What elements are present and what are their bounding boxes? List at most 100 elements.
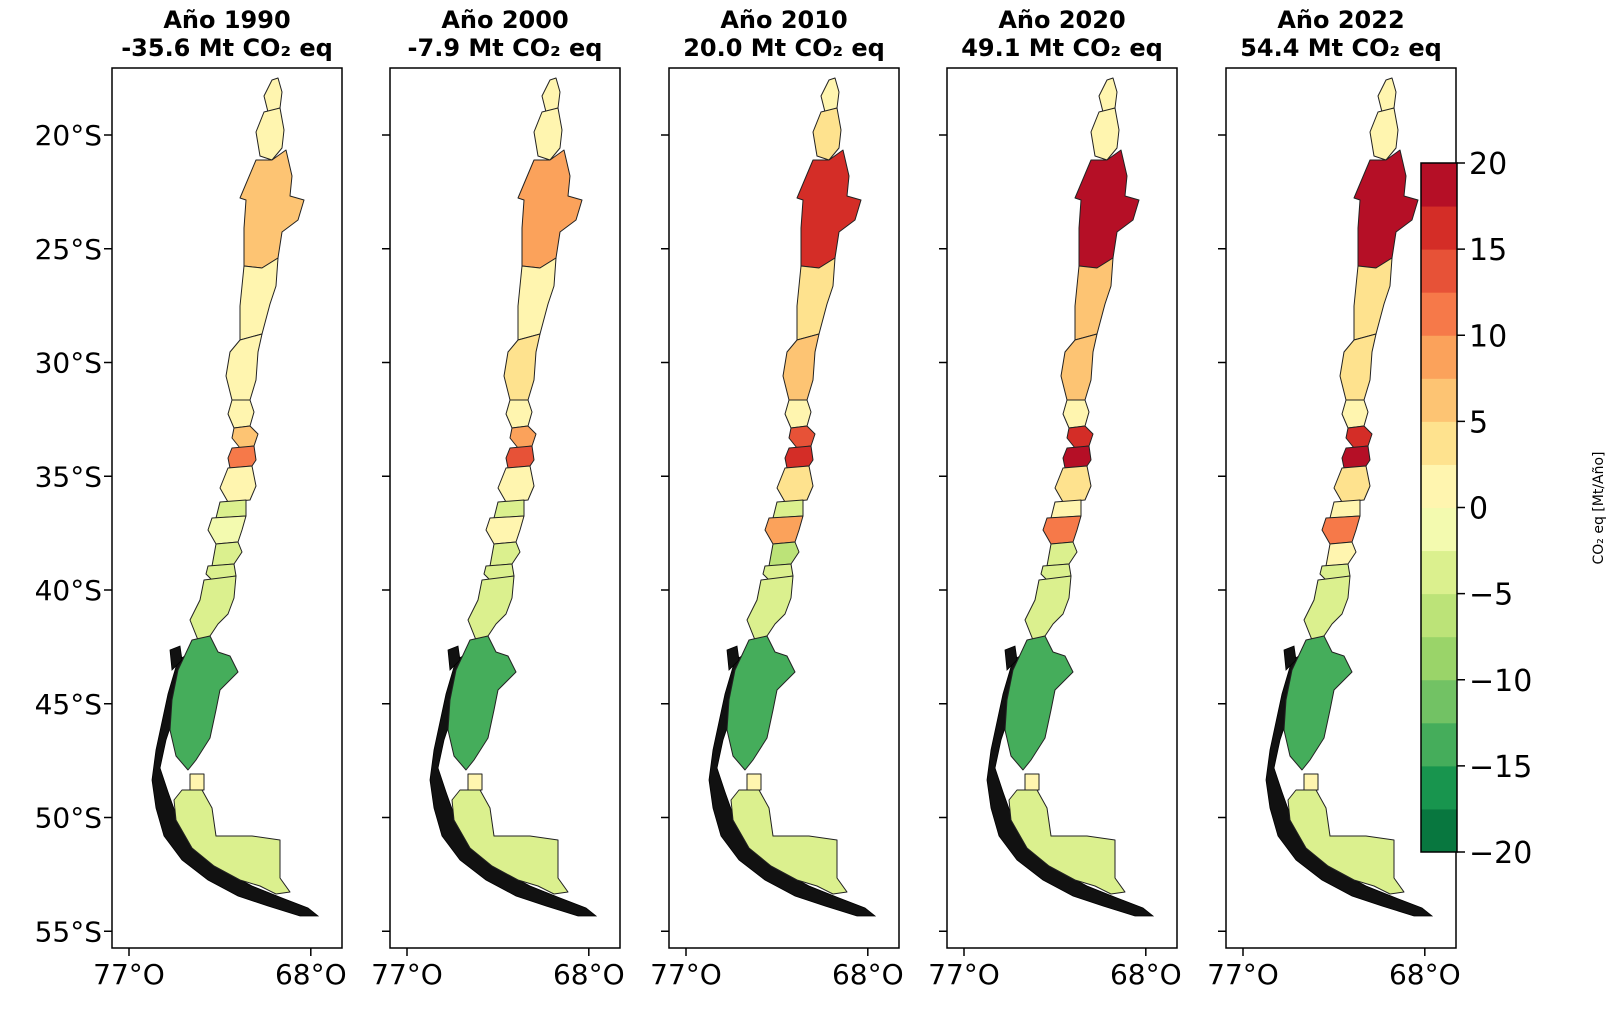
region-polygon (505, 399, 533, 429)
region-polygon (211, 541, 243, 567)
region-polygon (788, 425, 816, 449)
region-polygon (239, 149, 305, 269)
x-tick-label: 77°O (371, 958, 443, 991)
archipelago-coast (1004, 645, 1018, 671)
region-polygon (239, 257, 279, 341)
region-polygon (1074, 149, 1140, 269)
panel-total-title: 20.0 Mt CO₂ eq (683, 34, 885, 62)
region-polygon (776, 465, 814, 503)
map-panel: Año 1990-35.6 Mt CO₂ eq 20°S 25°S 30°S 35°S 4… (35, 6, 347, 991)
panel-year-title: Año 1990 (163, 6, 290, 34)
region-polygon (1090, 107, 1120, 161)
region-polygon (489, 541, 521, 567)
region-polygon (1098, 77, 1118, 113)
region-polygon (227, 399, 255, 429)
region-polygon (1345, 425, 1373, 449)
axes-frame (946, 67, 1178, 949)
colorbar-bin (1421, 507, 1457, 552)
colorbar-bin (1421, 292, 1457, 336)
region-polygon (1004, 635, 1074, 771)
region-polygon (1325, 541, 1357, 567)
region-polygon (541, 77, 561, 113)
region-polygon (1283, 635, 1353, 771)
region-polygon (1046, 541, 1078, 567)
region-polygon (219, 465, 257, 503)
colorbar-tick-label: −15 (1469, 750, 1532, 785)
panel-year-title: Año 2020 (998, 6, 1125, 34)
region-polygon (509, 425, 537, 449)
region-polygon (1377, 77, 1397, 113)
colorbar-bin (1421, 550, 1457, 595)
region-polygon (189, 773, 205, 791)
region-polygon (497, 465, 535, 503)
region-polygon (517, 149, 583, 269)
colorbar-tick-label: −10 (1469, 664, 1532, 699)
y-tick-label: 55°S (35, 915, 102, 948)
region-polygon (1042, 515, 1082, 545)
region-polygon (1024, 575, 1072, 641)
region-polygon (169, 635, 239, 771)
region-polygon (447, 635, 517, 771)
region-polygon (215, 499, 247, 519)
region-polygon (1329, 499, 1361, 519)
region-polygon (1321, 515, 1361, 545)
panel-year-title: Año 2022 (1277, 6, 1404, 34)
y-tick-label: 20°S (35, 119, 102, 152)
panel-total-title: 49.1 Mt CO₂ eq (961, 34, 1163, 62)
colorbar-bin (1421, 421, 1457, 465)
colorbar-bin (1421, 593, 1457, 638)
region-polygon (503, 333, 541, 401)
region-polygon (207, 515, 247, 545)
region-polygon (189, 575, 237, 641)
x-tick-label: 68°O (832, 958, 904, 991)
colorbar-bin (1421, 722, 1457, 767)
colorbar-tick-label: 0 (1469, 492, 1488, 527)
panel-total-title: -7.9 Mt CO₂ eq (408, 34, 603, 62)
x-tick-label: 77°O (928, 958, 1000, 991)
axes-frame (668, 67, 900, 949)
colorbar-tick-label: 5 (1469, 405, 1488, 440)
region-polygon (796, 149, 862, 269)
x-tick-label: 68°O (553, 958, 625, 991)
colorbar-bin (1421, 206, 1457, 250)
region-polygon (1303, 575, 1351, 641)
region-polygon (1024, 773, 1040, 791)
region-polygon (225, 333, 263, 401)
colorbar-tick-label: 15 (1469, 233, 1507, 268)
region-polygon (493, 499, 525, 519)
x-tick-label: 68°O (275, 958, 347, 991)
region-polygon (533, 107, 563, 161)
x-tick-label: 77°O (650, 958, 722, 991)
y-tick-label: 35°S (35, 460, 102, 493)
colorbar-bin (1421, 765, 1457, 810)
axes-frame (111, 67, 343, 949)
y-tick-label: 45°S (35, 688, 102, 721)
panel-total-title: 54.4 Mt CO₂ eq (1240, 34, 1442, 62)
x-tick-label: 68°O (1110, 958, 1182, 991)
region-polygon (1066, 425, 1094, 449)
region-polygon (227, 445, 257, 469)
colorbar-bin (1421, 464, 1457, 508)
region-polygon (517, 257, 557, 341)
colorbar-tick-label: 10 (1469, 319, 1507, 354)
colorbar-bin (1421, 163, 1457, 207)
colorbar-bin (1421, 679, 1457, 724)
region-polygon (485, 515, 525, 545)
colorbar-tick-label: −20 (1469, 836, 1532, 871)
region-polygon (1074, 257, 1114, 341)
colorbar-label: CO₂ eq [Mt/Año] (1591, 451, 1607, 564)
y-tick-label: 30°S (35, 347, 102, 380)
x-tick-label: 68°O (1389, 958, 1461, 991)
region-polygon (231, 425, 259, 449)
x-tick-label: 77°O (1207, 958, 1279, 991)
colorbar-bin (1421, 378, 1457, 422)
colorbar: 20 15 10 5 0 −5 −10 −15 −20 CO₂ eq [Mt/Año] (1420, 147, 1607, 871)
colorbar-bin (1421, 808, 1457, 853)
region-polygon (1341, 399, 1369, 429)
region-polygon (1062, 399, 1090, 429)
archipelago-coast (726, 645, 740, 671)
